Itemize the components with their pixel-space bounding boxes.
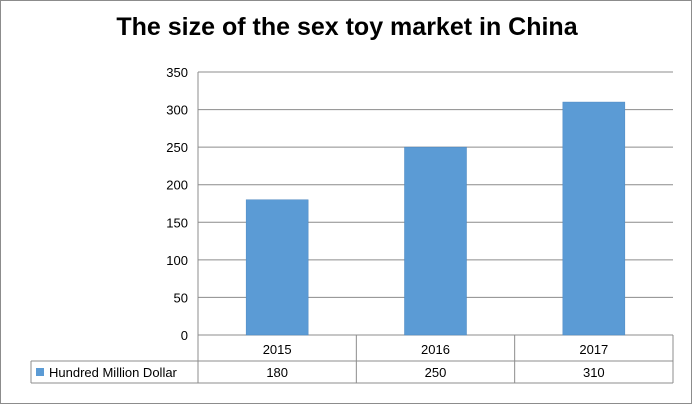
y-tick-label: 200 [166,178,188,193]
bar-2017 [562,101,626,336]
x-tick-label: 2017 [579,342,608,357]
y-tick-label: 0 [181,328,188,343]
legend-label: Hundred Million Dollar [49,365,178,380]
bar-2016 [404,146,467,336]
legend-swatch [36,368,44,376]
data-table-value: 180 [266,365,288,380]
y-tick-label: 300 [166,103,188,118]
y-tick-label: 50 [174,290,188,305]
bar-2015 [245,199,309,336]
y-tick-label: 350 [166,65,188,80]
y-tick-label: 250 [166,140,188,155]
x-tick-label: 2016 [421,342,450,357]
y-tick-label: 150 [166,215,188,230]
chart-title: The size of the sex toy market in China [116,13,578,41]
data-table-value: 310 [583,365,605,380]
y-tick-label: 100 [166,253,188,268]
x-tick-label: 2015 [263,342,292,357]
data-table-value: 250 [425,365,447,380]
